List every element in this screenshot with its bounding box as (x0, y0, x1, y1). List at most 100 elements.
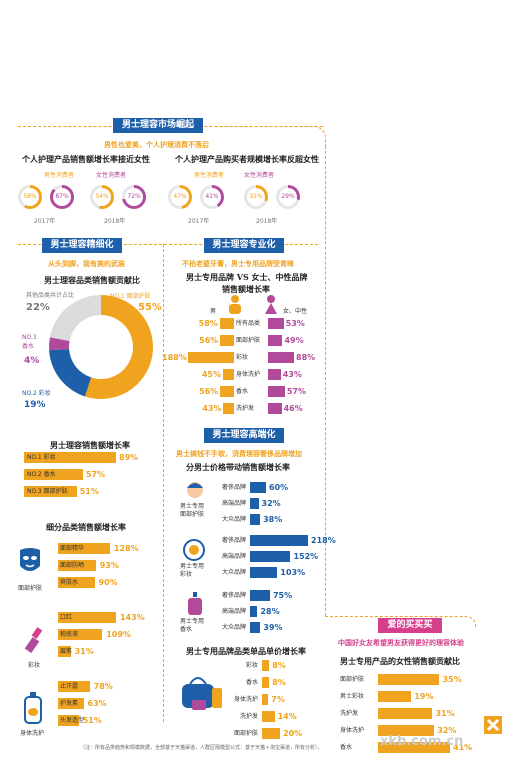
unit-bar-value: 20% (283, 729, 303, 738)
growth-title: 男士理容销售额增长率 (50, 440, 130, 450)
pro-male-value: 43% (202, 404, 222, 413)
sub-bar-value: 90% (98, 578, 118, 587)
donut-slice (49, 295, 101, 342)
frame-mid-line (18, 244, 318, 245)
ring-value: 47% (171, 188, 189, 206)
unit-bar-label: 面部护肤 (233, 730, 258, 737)
high-bar-label: 高端品牌 (221, 500, 246, 507)
donut-value-no3: 4% (24, 356, 40, 366)
market-left-male-label: 男性消费者 (44, 172, 75, 179)
donut-value-other: 22% (26, 302, 50, 313)
pro-female-value: 57% (286, 387, 306, 396)
market-left-female-label: 女性消费者 (96, 172, 127, 179)
donut-value-no1: 55% (138, 302, 162, 313)
year-label-2018-left: 2018年 (104, 218, 126, 225)
ring-value: 29% (279, 188, 297, 206)
growth-ring: 29% (276, 185, 300, 209)
body-wash-bottle-icon (24, 692, 42, 724)
donut-title: 男士理容品类销售额贡献比 (44, 275, 140, 285)
growth-bar (24, 452, 116, 463)
pro-row-label: 洗护发 (236, 405, 255, 412)
sub-bar-label: 头发造型 (60, 717, 85, 724)
sub-bar-label: 爽肤水 (60, 579, 79, 586)
high-bar (250, 567, 278, 578)
ring-value: 87% (53, 188, 71, 206)
sub-bar (58, 646, 71, 657)
frame-top-right-line (215, 126, 326, 147)
pro-female-bar (268, 403, 282, 414)
growth-bar (24, 469, 83, 480)
high-bar-value: 60% (268, 483, 289, 492)
sub-bar-label: 口红 (60, 614, 73, 621)
pro-male-value: 56% (199, 336, 219, 345)
donut-label-other: 其他品类共计占比 (26, 292, 75, 299)
ring-value: 31% (247, 188, 265, 206)
high-bar-value: 39% (263, 623, 283, 632)
sub-bar-label: 面部精华 (60, 545, 85, 552)
growth-ring: 72% (122, 185, 146, 209)
high-bar (250, 498, 259, 509)
high-bar-value: 75% (272, 591, 293, 600)
group-label-makeup: 彩妆 (28, 662, 41, 669)
love-bar (378, 742, 450, 753)
love-bar-label: 香水 (340, 744, 353, 751)
donut-label-no3: NO.3 香水 (22, 334, 37, 350)
footer-note: （注：所有品类趋势和规模数据，全部基于天猫渠道，人群区隔模型公式：基于天猫＋淘宝… (80, 745, 323, 751)
pro-male-bar (188, 352, 234, 363)
year-label-2017-left: 2017年 (34, 218, 56, 225)
high-bar-value: 103% (280, 568, 306, 577)
growth-ring: 47% (168, 185, 192, 209)
pro-female-bar (268, 335, 283, 346)
high-bar-value: 28% (260, 607, 280, 616)
market-subtitle: 男性也爱美，个人护理消费不落后 (104, 141, 209, 149)
high-group-makeup: 男士专用 彩妆 (180, 563, 205, 578)
high-group-perfume: 男士专用 香水 (180, 618, 205, 633)
sub-bar (58, 698, 84, 709)
pro-female-value: 46% (283, 404, 303, 413)
sub-bar-label: 护发素 (60, 700, 79, 707)
unit-bar-label: 身体洗护 (233, 696, 258, 703)
unit-bar (262, 728, 280, 739)
compact-powder-icon (183, 539, 205, 561)
pro-female-col: 女、中性 (283, 308, 308, 315)
pro-female-value: 88% (296, 353, 316, 362)
growth-bar (24, 486, 77, 497)
watermark: xkb.com.cn (380, 734, 464, 749)
unit-bar-value: 8% (272, 661, 286, 670)
male-figure-icon (229, 295, 241, 314)
high-bar-label: 大众品牌 (221, 624, 246, 631)
sub-bar-value: 51% (82, 716, 102, 725)
donut-label-no1: NO.1 面部护肤 (110, 293, 151, 300)
pro-banner: 男士理容专业化 (204, 238, 284, 253)
sub-bar (58, 612, 116, 623)
growth-bar-label: NO.2 香水 (27, 471, 56, 478)
growth-bar-value: 51% (79, 487, 99, 496)
love-subtitle: 中国好女友希望男友获得更好的理容体验 (338, 639, 464, 647)
love-banner: 爱的买买买 (378, 618, 442, 633)
high-bar-label: 高端品牌 (221, 608, 246, 615)
high-bar (250, 482, 266, 493)
love-bar-label: 洗护发 (340, 710, 359, 717)
love-bar (378, 674, 440, 685)
pro-row-label: 所有品类 (236, 320, 261, 327)
love-bar-label: 男士彩妆 (340, 693, 365, 700)
pro-female-value: 43% (282, 370, 302, 379)
pro-subtitle: 不拍老婆牙膏，男士专用品牌受青睐 (182, 260, 294, 268)
sub-bar-value: 143% (120, 613, 145, 622)
high-bar-value: 218% (311, 536, 336, 545)
sub-bar-label: 止汗露 (60, 683, 79, 690)
growth-ring: 31% (244, 185, 268, 209)
perfume-bottle-icon (188, 592, 202, 615)
donut-slice (84, 295, 153, 399)
unit-bar-label: 洗护发 (239, 713, 258, 720)
love-bar-value: 32% (437, 726, 457, 735)
growth-ring: 41% (200, 185, 224, 209)
unit-bar (262, 694, 269, 705)
high-bar-value: 152% (293, 552, 319, 561)
sub-bar-value: 78% (93, 682, 113, 691)
high-bar-value: 38% (263, 515, 283, 524)
refine-subtitle: 从头到脚，我有美的武装 (48, 260, 125, 268)
pro-female-bar (268, 369, 281, 380)
pro-row-label: 面部护肤 (236, 337, 261, 344)
high-subtitle: 男士搞钱不手软，消费理容奢侈品牌增加 (176, 450, 302, 458)
